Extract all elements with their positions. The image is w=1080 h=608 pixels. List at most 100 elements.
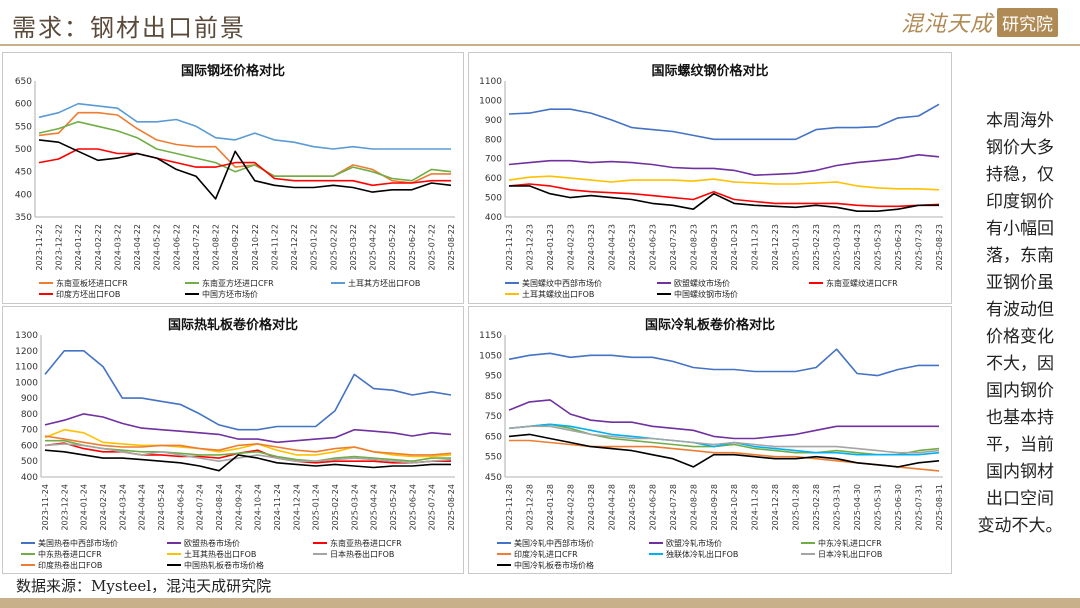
- chart-cold-rolled: 国际冷轧板卷价格对比 450 550 650 750 850 950 1050 1150 2023…: [468, 306, 952, 574]
- x-tick-label: 2024-09-22: [231, 224, 240, 270]
- series-line: [509, 185, 939, 212]
- legend-label: 美国冷轧中西部市场价: [514, 538, 594, 548]
- x-tick-label: 2024-04-28: [607, 484, 616, 531]
- chart-title: 国际热轧板卷价格对比: [168, 317, 298, 333]
- x-tick-label: 2024-07-28: [669, 484, 678, 531]
- legend-label: 东南亚方坯进口CFR: [202, 278, 274, 288]
- x-tick-label: 2024-09-24: [234, 484, 243, 531]
- x-tick-label: 2025-07-31: [915, 484, 924, 531]
- commentary-line: 持稳，仅: [986, 165, 1054, 185]
- y-tick-label: 750: [485, 412, 502, 422]
- x-tick-label: 2025-05-24: [389, 484, 398, 531]
- y-tick-label: 950: [485, 372, 502, 382]
- x-tick-label: 2024-12-22: [290, 224, 299, 271]
- x-tick-label: 2024-09-28: [710, 484, 719, 531]
- y-tick-label: 1200: [15, 347, 38, 357]
- page-title: 需求：钢材出口前景: [12, 14, 246, 42]
- x-tick-label: 2025-06-30: [894, 484, 903, 531]
- x-tick-label: 2024-03-24: [118, 484, 127, 531]
- chart-billet: 国际钢坯价格对比 350 400 450 500 550 600 650 2023-11-22 2…: [2, 52, 464, 304]
- series-line: [44, 349, 452, 431]
- x-tick-label: 2025-07-24: [428, 484, 437, 531]
- series-line: [38, 102, 451, 150]
- y-tick-label: 700: [21, 426, 38, 436]
- x-tick-label: 2024-04-24: [138, 484, 147, 531]
- series-line: [508, 433, 940, 468]
- chart-svg: 国际螺纹钢价格对比 400 500 600 700 800 900 1000 1100 2023-…: [479, 63, 944, 299]
- series-line: [44, 449, 451, 472]
- commentary-line: 钢价大多: [986, 138, 1054, 158]
- y-tick-label: 600: [485, 174, 502, 184]
- chart-title: 国际冷轧板卷价格对比: [645, 317, 775, 333]
- x-tick-label: 2025-06-23: [894, 224, 903, 271]
- commentary-line: 有小幅回: [986, 219, 1054, 239]
- x-tick-label: 2025-01-28: [792, 484, 801, 531]
- x-tick-label: 2025-07-22: [427, 224, 436, 271]
- header-divider: [0, 44, 1080, 46]
- x-tick-label: 2025-08-22: [447, 224, 456, 271]
- x-tick-label: 2024-07-22: [192, 224, 201, 271]
- y-tick-label: 1150: [479, 331, 502, 341]
- x-tick-label: 2024-08-28: [689, 484, 698, 531]
- legend-label: 独联体冷轧出口FOB: [666, 549, 738, 559]
- legend-label: 中东热卷进口CFR: [38, 549, 102, 559]
- y-tick-label: 1300: [15, 331, 38, 341]
- y-tick-label: 650: [485, 432, 502, 442]
- x-tick-label: 2023-12-24: [60, 484, 69, 531]
- x-tick-label: 2025-08-31: [935, 484, 944, 531]
- brand-logo: 混沌天成 研究院: [901, 6, 1058, 38]
- x-tick-label: 2024-06-24: [176, 484, 185, 531]
- legend-label: 中国热轧板卷市场价格: [184, 560, 264, 570]
- y-tick-label: 1100: [15, 363, 38, 373]
- commentary-line: 落，东南: [986, 246, 1054, 266]
- x-tick-label: 2024-04-23: [607, 224, 616, 271]
- x-tick-label: 2024-06-22: [172, 224, 181, 271]
- x-tick-label: 2024-01-22: [74, 224, 83, 271]
- x-tick-label: 2025-07-23: [915, 224, 924, 271]
- legend-label: 印度热卷出口FOB: [38, 560, 102, 570]
- y-tick-label: 550: [15, 122, 32, 132]
- x-tick-label: 2023-11-24: [41, 484, 50, 531]
- x-tick-label: 2025-01-22: [310, 224, 319, 271]
- chart-rebar: 国际螺纹钢价格对比 400 500 600 700 800 900 1000 1100 2023-…: [468, 52, 952, 304]
- x-tick-label: 2024-05-22: [153, 224, 162, 271]
- y-tick-label: 400: [485, 213, 502, 223]
- x-tick-label: 2025-03-23: [833, 224, 842, 271]
- x-tick-label: 2025-03-22: [349, 224, 358, 271]
- x-tick-label: 2024-01-28: [546, 484, 555, 531]
- legend-label: 印度方坯出口FOB: [56, 289, 120, 299]
- y-tick-label: 400: [21, 473, 38, 483]
- y-tick-label: 400: [15, 190, 32, 200]
- legend-label: 中东冷轧进口CFR: [818, 538, 882, 548]
- x-tick-label: 2024-02-22: [94, 224, 103, 271]
- legend-label: 中国方坯市场价: [202, 289, 258, 299]
- y-tick-label: 500: [15, 145, 32, 155]
- x-tick-label: 2024-05-24: [157, 484, 166, 531]
- commentary-line: 变动不大。: [977, 516, 1063, 536]
- x-tick-label: 2025-02-28: [812, 484, 821, 531]
- x-tick-label: 2024-10-22: [251, 224, 260, 271]
- legend-label: 欧盟冷轧市场价: [666, 538, 722, 548]
- x-tick-label: 2023-11-28: [505, 484, 514, 531]
- commentary-line: 国内钢材: [986, 462, 1054, 482]
- legend-label: 中国螺纹钢市场价: [674, 289, 738, 299]
- data-source: 数据来源：Mysteel，混沌天成研究院: [16, 577, 272, 595]
- y-tick-label: 600: [15, 100, 32, 110]
- x-tick-label: 2024-10-28: [730, 484, 739, 531]
- x-tick-label: 2025-06-24: [408, 484, 417, 531]
- x-tick-label: 2024-01-24: [80, 484, 89, 531]
- x-tick-label: 2025-05-22: [388, 224, 397, 271]
- x-tick-label: 2025-02-22: [329, 224, 338, 271]
- x-tick-label: 2024-06-28: [648, 484, 657, 531]
- y-tick-label: 1100: [479, 77, 502, 87]
- y-tick-label: 700: [485, 155, 502, 165]
- y-tick-label: 1000: [15, 378, 38, 388]
- x-tick-label: 2025-02-23: [812, 224, 821, 271]
- x-tick-label: 2025-06-22: [408, 224, 417, 271]
- legend-label: 东南亚螺纹进口CFR: [826, 278, 898, 288]
- x-tick-label: 2024-04-22: [133, 224, 142, 271]
- x-tick-label: 2024-07-23: [669, 224, 678, 271]
- y-tick-label: 500: [21, 457, 38, 467]
- chart-title: 国际钢坯价格对比: [181, 63, 285, 79]
- x-tick-label: 2024-11-28: [751, 484, 760, 531]
